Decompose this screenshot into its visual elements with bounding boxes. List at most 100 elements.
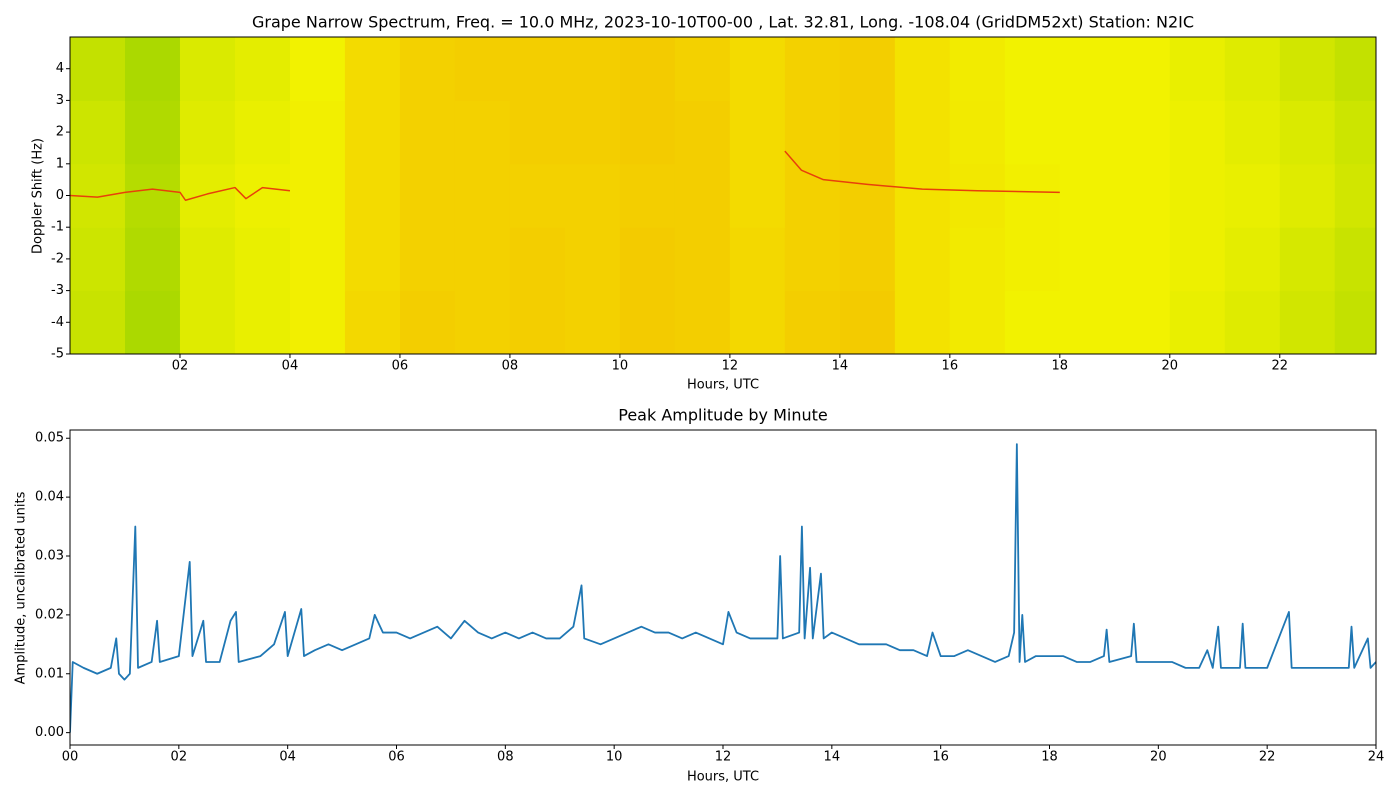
x-tick-label: 20 <box>1162 359 1179 374</box>
chart-title: Grape Narrow Spectrum, Freq. = 10.0 MHz,… <box>252 13 1194 32</box>
chart-title: Peak Amplitude by Minute <box>618 406 828 425</box>
y-axis-label: Doppler Shift (Hz) <box>31 138 46 254</box>
heat-cell <box>399 37 456 101</box>
heat-cell <box>454 163 511 228</box>
heat-cell <box>839 100 896 165</box>
heat-cell <box>454 290 511 354</box>
heat-cell <box>454 100 511 165</box>
x-tick-label: 14 <box>824 750 841 765</box>
heat-cell <box>344 37 401 101</box>
heat-cell <box>509 227 566 292</box>
heat-cell <box>344 100 401 165</box>
heat-cell <box>1114 163 1171 228</box>
heat-cell <box>289 37 346 101</box>
heat-cell <box>509 290 566 354</box>
heat-cell <box>1334 163 1376 228</box>
heat-cell <box>564 100 621 165</box>
heat-cell <box>1169 163 1226 228</box>
heat-cell <box>619 290 676 354</box>
heat-cell <box>289 290 346 354</box>
heat-cell <box>124 290 181 354</box>
heat-cell <box>399 163 456 228</box>
heat-cell <box>1334 227 1376 292</box>
x-tick-label: 02 <box>172 359 189 374</box>
x-tick-label: 04 <box>279 750 296 765</box>
heat-cell <box>1004 290 1061 354</box>
heat-cell <box>1169 227 1226 292</box>
heat-cell <box>1224 37 1281 101</box>
heat-cell <box>949 163 1006 228</box>
heat-cell <box>234 163 291 228</box>
heat-cell <box>894 227 951 292</box>
x-tick-label: 16 <box>942 359 959 374</box>
heat-cell <box>1004 100 1061 165</box>
heat-cell <box>1059 163 1116 228</box>
heat-cell <box>179 163 236 228</box>
x-tick-label: 18 <box>1041 750 1058 765</box>
heat-cell <box>949 100 1006 165</box>
heat-cell <box>1114 227 1171 292</box>
heat-cell <box>1169 290 1226 354</box>
heat-cell <box>894 100 951 165</box>
heat-cell <box>1004 37 1061 101</box>
heat-cell <box>729 163 786 228</box>
heat-cell <box>399 290 456 354</box>
heat-cell <box>70 37 126 101</box>
heat-cell <box>344 290 401 354</box>
heat-cell <box>399 227 456 292</box>
x-axis-label: Hours, UTC <box>687 378 759 393</box>
y-tick-label: 0.05 <box>35 431 64 446</box>
heat-cell <box>1334 290 1376 354</box>
heat-cell <box>179 290 236 354</box>
x-tick-label: 12 <box>722 359 739 374</box>
heat-cell <box>1279 227 1336 292</box>
heat-cell <box>70 227 126 292</box>
heat-cell <box>1004 227 1061 292</box>
x-tick-label: 00 <box>62 750 79 765</box>
heat-cell <box>179 100 236 165</box>
heat-cell <box>619 227 676 292</box>
y-tick-label: 4 <box>56 61 64 76</box>
heat-cell <box>729 37 786 101</box>
heat-cell <box>564 163 621 228</box>
heat-cell <box>894 37 951 101</box>
x-tick-label: 06 <box>392 359 409 374</box>
y-tick-label: 1 <box>56 156 64 171</box>
heat-cell <box>509 100 566 165</box>
y-tick-label: -4 <box>51 315 64 330</box>
heat-cell <box>1114 290 1171 354</box>
heat-cell <box>1279 163 1336 228</box>
heat-cell <box>619 37 676 101</box>
x-tick-label: 14 <box>832 359 849 374</box>
x-tick-label: 18 <box>1052 359 1069 374</box>
heat-cell <box>564 290 621 354</box>
heat-cell <box>894 163 951 228</box>
heat-cell <box>729 100 786 165</box>
heat-cell <box>839 227 896 292</box>
heat-cell <box>674 227 731 292</box>
heat-cell <box>124 37 181 101</box>
plot-area <box>70 443 1376 733</box>
heat-cell <box>674 37 731 101</box>
heat-cell <box>784 290 841 354</box>
heat-cell <box>70 100 126 165</box>
heat-cell <box>1114 37 1171 101</box>
heat-cell <box>619 163 676 228</box>
heat-cell <box>289 163 346 228</box>
heat-cell <box>399 100 456 165</box>
heat-cell <box>1059 100 1116 165</box>
heat-cell <box>1169 37 1226 101</box>
heat-cell <box>509 37 566 101</box>
y-axis-label: Amplitude, uncalibrated units <box>14 491 29 684</box>
heat-cell <box>289 100 346 165</box>
heat-cell <box>1224 227 1281 292</box>
heat-cell <box>234 227 291 292</box>
heat-cell <box>1224 290 1281 354</box>
heat-cell <box>564 37 621 101</box>
x-tick-label: 10 <box>606 750 623 765</box>
y-tick-label: 0.03 <box>35 549 64 564</box>
heat-cell <box>1279 100 1336 165</box>
heat-cell <box>674 290 731 354</box>
heat-cell <box>289 227 346 292</box>
